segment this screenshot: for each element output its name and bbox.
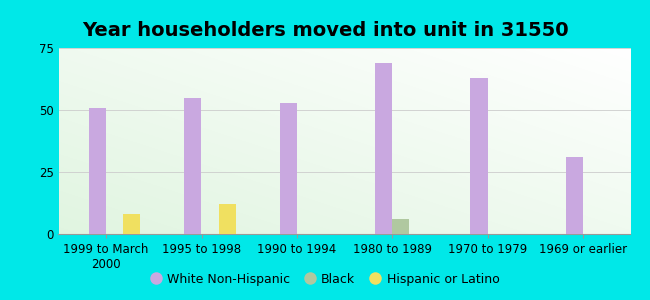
Bar bbox=[124, 214, 140, 234]
Bar bbox=[185, 98, 202, 234]
Legend: White Non-Hispanic, Black, Hispanic or Latino: White Non-Hispanic, Black, Hispanic or L… bbox=[146, 268, 504, 291]
Bar bbox=[89, 107, 106, 234]
Bar bbox=[471, 78, 488, 234]
Bar bbox=[566, 157, 583, 234]
Bar bbox=[280, 103, 297, 234]
Bar bbox=[218, 204, 236, 234]
Bar bbox=[392, 219, 410, 234]
Bar bbox=[375, 63, 392, 234]
Text: Year householders moved into unit in 31550: Year householders moved into unit in 315… bbox=[82, 21, 568, 40]
